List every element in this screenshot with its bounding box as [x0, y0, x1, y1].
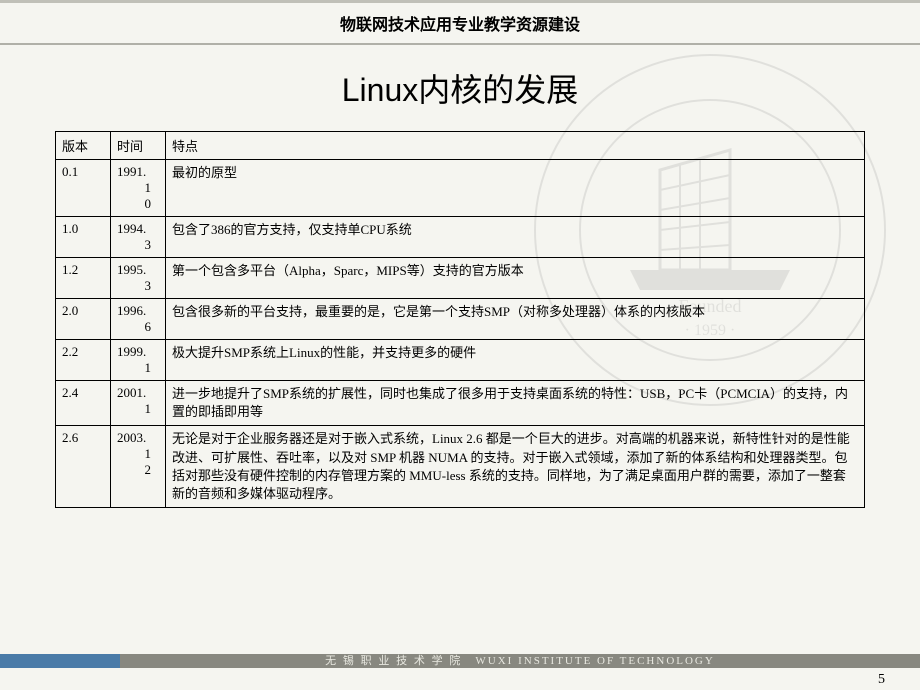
table-row: 2.62003.12无论是对于企业服务器还是对于嵌入式系统，Linux 2.6 …	[56, 426, 865, 508]
cell-version: 2.4	[56, 381, 111, 426]
main-content: Linux内核的发展 版本 时间 特点 0.11991.10最初的原型1.019…	[0, 65, 920, 508]
cell-version: 2.2	[56, 340, 111, 381]
cell-date: 1994.3	[111, 217, 166, 258]
cell-date: 2003.12	[111, 426, 166, 508]
cell-date: 1999.1	[111, 340, 166, 381]
cell-feature: 最初的原型	[166, 160, 865, 217]
cell-version: 0.1	[56, 160, 111, 217]
table-row: 1.21995.3第一个包含多平台（Alpha，Sparc，MIPS等）支持的官…	[56, 258, 865, 299]
page-title: Linux内核的发展	[55, 65, 865, 111]
cell-date: 1995.3	[111, 258, 166, 299]
cell-version: 2.0	[56, 299, 111, 340]
cell-version: 1.2	[56, 258, 111, 299]
col-header-feature: 特点	[166, 132, 865, 160]
table-row: 2.01996.6包含很多新的平台支持，最重要的是，它是第一个支持SMP（对称多…	[56, 299, 865, 340]
table-row: 2.42001.1进一步地提升了SMP系统的扩展性，同时也集成了很多用于支持桌面…	[56, 381, 865, 426]
cell-feature: 第一个包含多平台（Alpha，Sparc，MIPS等）支持的官方版本	[166, 258, 865, 299]
cell-date: 1996.6	[111, 299, 166, 340]
cell-feature: 包含很多新的平台支持，最重要的是，它是第一个支持SMP（对称多处理器）体系的内核…	[166, 299, 865, 340]
page-number: 5	[878, 672, 885, 688]
cell-date: 1991.10	[111, 160, 166, 217]
cell-date: 2001.1	[111, 381, 166, 426]
footer-blue-block	[0, 654, 120, 668]
table-row: 0.11991.10最初的原型	[56, 160, 865, 217]
table-header-row: 版本 时间 特点	[56, 132, 865, 160]
col-header-date: 时间	[111, 132, 166, 160]
cell-feature: 包含了386的官方支持，仅支持单CPU系统	[166, 217, 865, 258]
table-row: 2.21999.1极大提升SMP系统上Linux的性能，并支持更多的硬件	[56, 340, 865, 381]
kernel-history-table: 版本 时间 特点 0.11991.10最初的原型1.01994.3包含了386的…	[55, 131, 865, 508]
cell-version: 2.6	[56, 426, 111, 508]
header-underline	[0, 43, 920, 45]
footer-bar: 无 锡 职 业 技 术 学 院 WUXI INSTITUTE OF TECHNO…	[0, 654, 920, 668]
cell-feature: 极大提升SMP系统上Linux的性能，并支持更多的硬件	[166, 340, 865, 381]
footer-institution-text: 无 锡 职 业 技 术 学 院 WUXI INSTITUTE OF TECHNO…	[120, 654, 920, 668]
cell-feature: 无论是对于企业服务器还是对于嵌入式系统，Linux 2.6 都是一个巨大的进步。…	[166, 426, 865, 508]
col-header-version: 版本	[56, 132, 111, 160]
header-course-title: 物联网技术应用专业教学资源建设	[0, 3, 920, 43]
table-row: 1.01994.3包含了386的官方支持，仅支持单CPU系统	[56, 217, 865, 258]
cell-version: 1.0	[56, 217, 111, 258]
cell-feature: 进一步地提升了SMP系统的扩展性，同时也集成了很多用于支持桌面系统的特性：USB…	[166, 381, 865, 426]
